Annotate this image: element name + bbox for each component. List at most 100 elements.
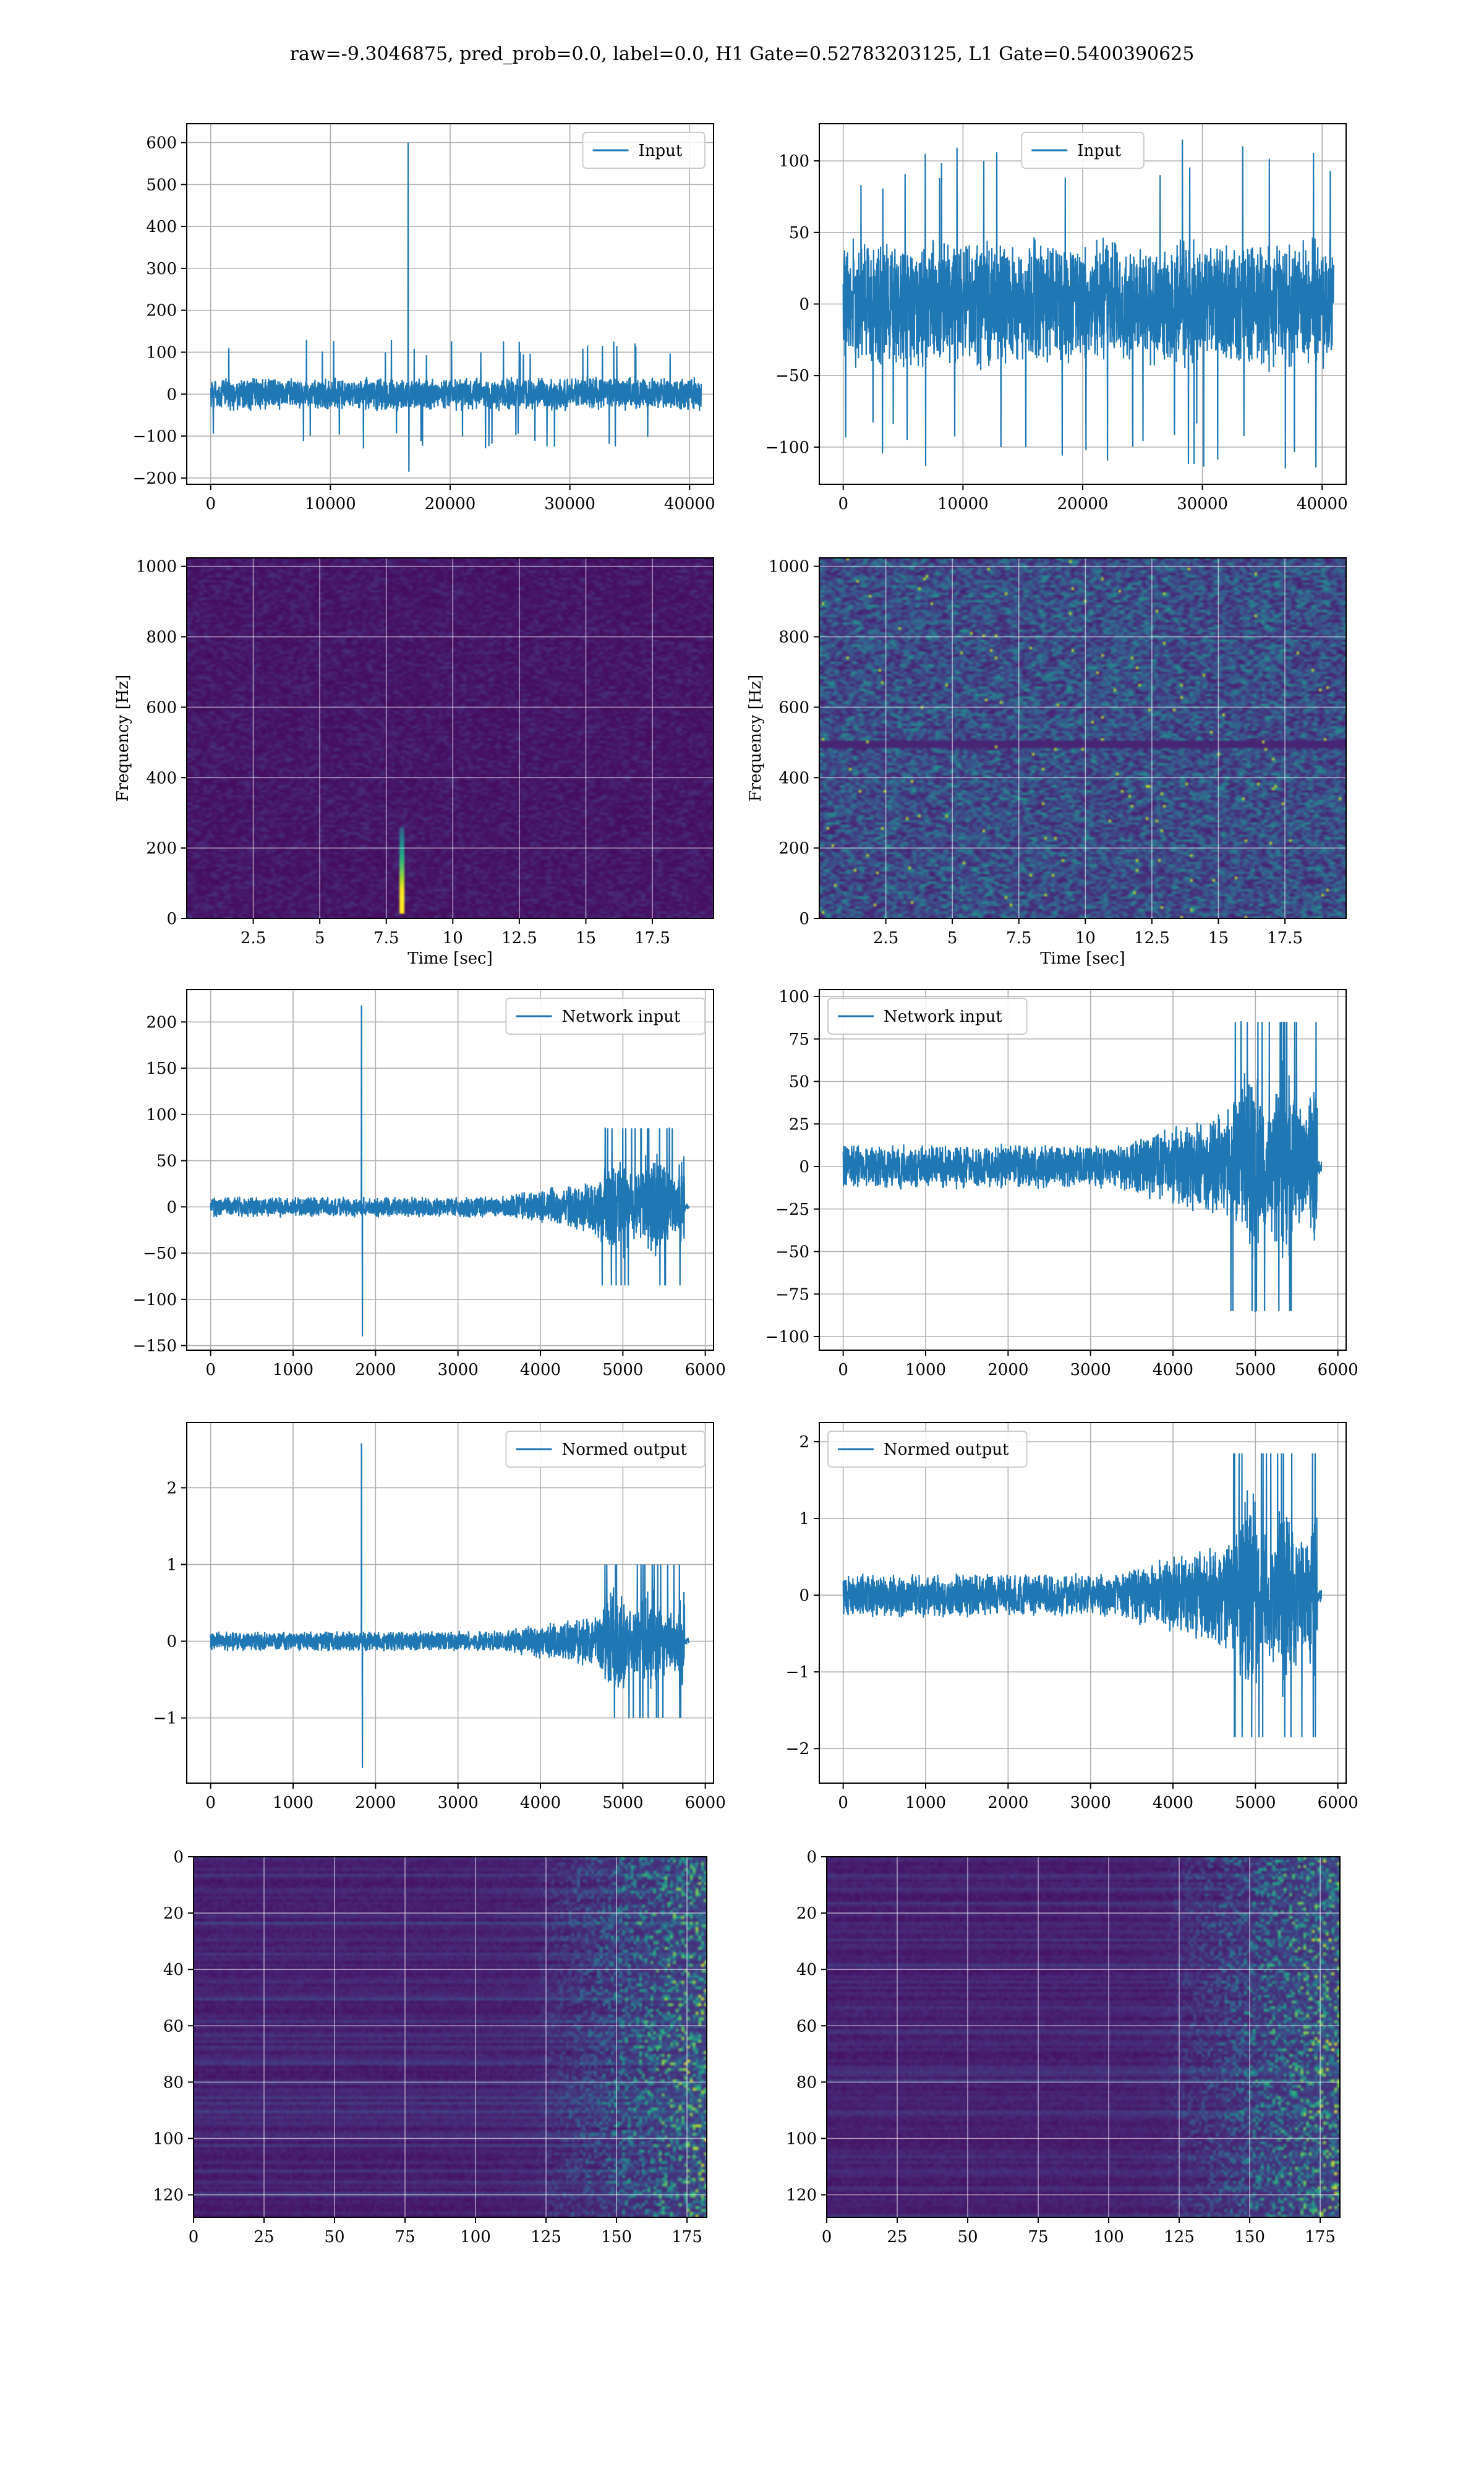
y-tick-label: 0 (166, 1633, 177, 1651)
x-tick-label: 2000 (987, 1794, 1028, 1812)
y-tick-label: 25 (789, 1115, 809, 1134)
y-tick-label: 300 (146, 260, 177, 278)
x-tick-label: 75 (1028, 2228, 1048, 2246)
y-tick-label: 80 (163, 2073, 184, 2092)
x-tick-label: 5 (947, 929, 958, 948)
y-tick-label: 20 (796, 1904, 817, 1923)
y-tick-label: 400 (778, 769, 809, 787)
y-tick-label: 0 (806, 1848, 817, 1867)
x-tick-label: 25 (887, 2228, 907, 2246)
x-tick-label: 5 (315, 929, 325, 948)
x-tick-label: 10 (1075, 929, 1096, 948)
x-tick-label: 0 (838, 1794, 848, 1812)
y-tick-label: −25 (775, 1201, 809, 1219)
y-tick-label: 2 (166, 1479, 177, 1497)
y-tick-label: 0 (799, 910, 809, 928)
x-tick-label: 12.5 (501, 929, 537, 948)
y-tick-label: 0 (166, 1198, 177, 1217)
y-tick-label: 0 (799, 1158, 809, 1176)
x-tick-label: 30000 (544, 495, 595, 513)
series-line-input (842, 139, 1334, 469)
x-tick-label: 0 (205, 495, 216, 513)
legend-label: Normed output (562, 1440, 688, 1459)
feature-map-image (194, 1857, 707, 2217)
y-tick-label: 1 (166, 1556, 177, 1574)
x-tick-label: 4000 (520, 1361, 561, 1379)
series-line-network-input (210, 1005, 690, 1337)
axes-frame (186, 989, 714, 1351)
x-tick-label: 0 (838, 1361, 848, 1379)
y-tick-label: −100 (133, 427, 177, 446)
y-tick-label: 2 (799, 1433, 809, 1452)
y-tick-label: 75 (789, 1030, 809, 1049)
x-axis-label: Time [sec] (407, 949, 493, 968)
x-tick-label: 0 (205, 1794, 216, 1812)
feature-map-image (827, 1857, 1340, 2217)
y-tick-label: 100 (146, 343, 177, 362)
x-tick-label: 50 (324, 2228, 344, 2246)
x-tick-label: 10 (443, 929, 463, 948)
y-tick-label: 80 (796, 2073, 817, 2092)
y-tick-label: −100 (765, 1328, 809, 1346)
y-axis-label: Frequency [Hz] (114, 675, 132, 802)
x-tick-label: 6000 (685, 1794, 726, 1812)
x-tick-label: 150 (1234, 2228, 1265, 2246)
legend-label: Input (1077, 142, 1121, 160)
series-line-network-input (842, 1021, 1323, 1312)
chart-h1-network-input: 0 1000 2000 3000 4000 5000 6000 −150 −100 −50 0 50 1… (133, 989, 726, 1379)
x-tick-label: 4000 (1153, 1794, 1193, 1812)
chart-l1-network-input: 0 1000 2000 3000 4000 5000 6000 −100 −75 −50 −25 0 2… (765, 988, 1358, 1379)
y-tick-label: 100 (778, 988, 809, 1006)
x-tick-label: 150 (601, 2228, 632, 2246)
x-tick-label: 4000 (520, 1794, 561, 1812)
axes-frame (193, 1856, 707, 2218)
x-tick-label: 4000 (1153, 1361, 1193, 1379)
axes-frame (186, 1422, 714, 1784)
y-tick-label: −50 (775, 1243, 809, 1262)
x-tick-label: 0 (822, 2228, 832, 2246)
x-tick-label: 15 (576, 929, 596, 948)
chart-h1-normed-output: 0 1000 2000 3000 4000 5000 6000 −1 0 1 2 Normed out… (153, 1422, 726, 1812)
legend-box (827, 1431, 1028, 1468)
x-tick-label: 12.5 (1134, 929, 1170, 948)
y-tick-label: −200 (133, 469, 177, 488)
x-tick-label: 5000 (602, 1361, 643, 1379)
y-tick-label: −100 (765, 439, 809, 457)
legend-box (505, 1431, 706, 1468)
x-tick-label: 100 (460, 2228, 491, 2246)
x-tick-label: 40000 (664, 495, 715, 513)
x-tick-label: 6000 (1318, 1361, 1358, 1379)
x-tick-label: 6000 (1318, 1794, 1358, 1812)
x-tick-label: 15 (1208, 929, 1229, 948)
y-tick-label: 120 (786, 2186, 817, 2205)
x-tick-label: 175 (1305, 2228, 1336, 2246)
x-tick-label: 30000 (1177, 495, 1228, 513)
y-tick-label: 100 (786, 2129, 817, 2148)
y-tick-label: 0 (799, 296, 809, 314)
x-tick-label: 20000 (1057, 495, 1109, 513)
x-tick-label: 3000 (438, 1361, 479, 1379)
x-tick-label: 10000 (305, 495, 356, 513)
axes-frame (186, 123, 714, 485)
y-tick-label: 400 (146, 218, 177, 236)
x-tick-label: 100 (1093, 2228, 1124, 2246)
y-axis-label: Frequency [Hz] (746, 675, 765, 802)
y-tick-label: 100 (153, 2129, 184, 2148)
x-tick-label: 175 (672, 2228, 702, 2246)
x-tick-label: 3000 (1070, 1361, 1111, 1379)
x-tick-label: 5000 (1235, 1361, 1276, 1379)
figure-title: raw=-9.3046875, pred_prob=0.0, label=0.0… (289, 43, 1195, 65)
x-tick-label: 5000 (1235, 1794, 1276, 1812)
x-tick-label: 7.5 (1006, 929, 1031, 948)
x-tick-label: 1000 (905, 1794, 946, 1812)
x-tick-label: 40000 (1297, 495, 1348, 513)
y-tick-label: 200 (146, 302, 177, 320)
y-tick-label: −50 (143, 1244, 177, 1263)
y-tick-label: 120 (153, 2186, 184, 2205)
x-tick-label: 3000 (1070, 1794, 1111, 1812)
y-tick-label: 500 (146, 176, 177, 194)
y-tick-label: −75 (775, 1285, 809, 1304)
y-tick-label: −1 (153, 1710, 177, 1728)
y-tick-label: 200 (146, 839, 177, 858)
